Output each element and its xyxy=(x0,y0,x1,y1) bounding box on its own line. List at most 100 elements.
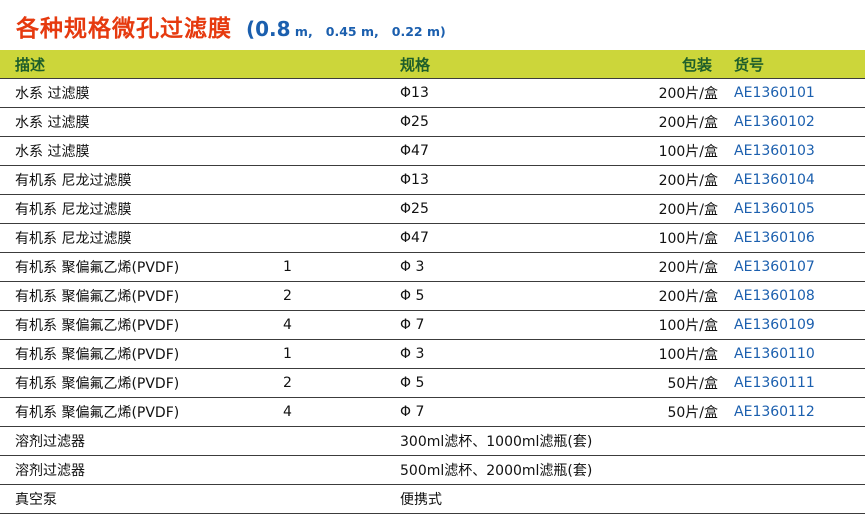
header-description: 描述 xyxy=(0,50,387,79)
cell-spec: Φ 5 xyxy=(386,368,639,398)
cell-pack xyxy=(638,455,727,485)
cell-pack: 100片/盒 xyxy=(638,310,727,340)
cell-sub xyxy=(268,223,387,253)
cell-desc: 有机系 尼龙过滤膜 xyxy=(0,194,268,224)
cell-pack xyxy=(638,484,727,514)
cell-sub xyxy=(268,165,387,195)
cell-desc: 水系 过滤膜 xyxy=(0,136,268,166)
cell-sub: 2 xyxy=(268,368,387,398)
cell-spec: Φ 7 xyxy=(386,310,639,340)
table-header-row: 描述 规格 包装 货号 xyxy=(0,50,865,79)
table-row: 真空泵 便携式 xyxy=(0,484,865,514)
cell-pack: 100片/盒 xyxy=(638,223,727,253)
cell-cat: AE1360103 xyxy=(726,136,865,166)
cell-pack: 50片/盒 xyxy=(638,368,727,398)
cell-sub xyxy=(268,484,387,514)
cell-cat: AE1360111 xyxy=(726,368,865,398)
cell-cat: AE1360108 xyxy=(726,281,865,311)
table-row: 有机系 尼龙过滤膜 Φ47 100片/盒 AE1360106 xyxy=(0,223,865,253)
cell-desc: 有机系 尼龙过滤膜 xyxy=(0,165,268,195)
table-row: 水系 过滤膜 Φ13 200片/盒 AE1360101 xyxy=(0,78,865,108)
cell-cat: AE1360107 xyxy=(726,252,865,282)
cell-cat xyxy=(726,426,865,456)
cell-pack: 200片/盒 xyxy=(638,107,727,137)
cell-sub: 4 xyxy=(268,310,387,340)
cell-spec: Φ25 xyxy=(386,194,639,224)
cell-sub: 4 xyxy=(268,397,387,427)
cell-desc: 溶剂过滤器 xyxy=(0,455,268,485)
cell-desc: 有机系 聚偏氟乙烯(PVDF) xyxy=(0,310,268,340)
cell-spec: Φ 3 xyxy=(386,252,639,282)
cell-desc: 有机系 聚偏氟乙烯(PVDF) xyxy=(0,339,268,369)
table-row: 水系 过滤膜 Φ25 200片/盒 AE1360102 xyxy=(0,107,865,137)
cell-sub: 2 xyxy=(268,281,387,311)
cell-spec: 500ml滤杯、2000ml滤瓶(套) xyxy=(386,455,639,485)
cell-cat: AE1360101 xyxy=(726,78,865,108)
cell-desc: 有机系 聚偏氟乙烯(PVDF) xyxy=(0,281,268,311)
table-row: 有机系 聚偏氟乙烯(PVDF) 4 Φ 7 100片/盒 AE1360109 xyxy=(0,310,865,340)
product-table: 描述 规格 包装 货号 水系 过滤膜 Φ13 200片/盒 AE1360101 水系 过… xyxy=(0,50,865,514)
cell-sub xyxy=(268,78,387,108)
cell-sub: 1 xyxy=(268,252,387,282)
cell-pack xyxy=(638,426,727,456)
cell-spec: Φ47 xyxy=(386,223,639,253)
cell-spec: Φ13 xyxy=(386,165,639,195)
header-catalog-no: 货号 xyxy=(726,50,865,79)
cell-desc: 有机系 聚偏氟乙烯(PVDF) xyxy=(0,397,268,427)
cell-cat: AE1360110 xyxy=(726,339,865,369)
cell-cat: AE1360105 xyxy=(726,194,865,224)
cell-sub xyxy=(268,194,387,224)
table-row: 有机系 聚偏氟乙烯(PVDF) 2 Φ 5 50片/盒 AE1360111 xyxy=(0,368,865,398)
cell-sub xyxy=(268,107,387,137)
cell-spec: Φ 3 xyxy=(386,339,639,369)
cell-sub xyxy=(268,455,387,485)
page-title: 各种规格微孔过滤膜 (0.8 m, 0.45 m, 0.22 m) xyxy=(0,0,865,50)
page-title-pore-size-lead: (0.8 xyxy=(246,17,291,41)
cell-desc: 水系 过滤膜 xyxy=(0,78,268,108)
cell-spec: Φ 5 xyxy=(386,281,639,311)
table-row: 有机系 聚偏氟乙烯(PVDF) 1 Φ 3 200片/盒 AE1360107 xyxy=(0,252,865,282)
cell-spec: Φ25 xyxy=(386,107,639,137)
cell-sub: 1 xyxy=(268,339,387,369)
cell-pack: 100片/盒 xyxy=(638,136,727,166)
table-body: 水系 过滤膜 Φ13 200片/盒 AE1360101 水系 过滤膜 Φ25 200片/盒 A… xyxy=(0,78,865,514)
cell-pack: 200片/盒 xyxy=(638,252,727,282)
cell-cat: AE1360104 xyxy=(726,165,865,195)
table-row: 溶剂过滤器 500ml滤杯、2000ml滤瓶(套) xyxy=(0,455,865,485)
cell-spec: 300ml滤杯、1000ml滤瓶(套) xyxy=(386,426,639,456)
table-row: 溶剂过滤器 300ml滤杯、1000ml滤瓶(套) xyxy=(0,426,865,456)
cell-pack: 200片/盒 xyxy=(638,165,727,195)
cell-cat: AE1360106 xyxy=(726,223,865,253)
cell-cat xyxy=(726,455,865,485)
table-row: 有机系 聚偏氟乙烯(PVDF) 4 Φ 7 50片/盒 AE1360112 xyxy=(0,397,865,427)
table-row: 有机系 聚偏氟乙烯(PVDF) 1 Φ 3 100片/盒 AE1360110 xyxy=(0,339,865,369)
cell-desc: 溶剂过滤器 xyxy=(0,426,268,456)
header-spec: 规格 xyxy=(386,50,639,79)
cell-desc: 真空泵 xyxy=(0,484,268,514)
cell-pack: 200片/盒 xyxy=(638,281,727,311)
cell-cat xyxy=(726,484,865,514)
cell-sub xyxy=(268,426,387,456)
cell-spec: Φ47 xyxy=(386,136,639,166)
page-title-pore-sizes: m, 0.45 m, 0.22 m) xyxy=(290,24,446,39)
table-row: 有机系 尼龙过滤膜 Φ13 200片/盒 AE1360104 xyxy=(0,165,865,195)
cell-pack: 50片/盒 xyxy=(638,397,727,427)
cell-spec: Φ13 xyxy=(386,78,639,108)
cell-pack: 100片/盒 xyxy=(638,339,727,369)
cell-cat: AE1360109 xyxy=(726,310,865,340)
cell-desc: 有机系 聚偏氟乙烯(PVDF) xyxy=(0,252,268,282)
table-row: 有机系 尼龙过滤膜 Φ25 200片/盒 AE1360105 xyxy=(0,194,865,224)
cell-desc: 有机系 聚偏氟乙烯(PVDF) xyxy=(0,368,268,398)
cell-desc: 水系 过滤膜 xyxy=(0,107,268,137)
cell-cat: AE1360102 xyxy=(726,107,865,137)
table-row: 有机系 聚偏氟乙烯(PVDF) 2 Φ 5 200片/盒 AE1360108 xyxy=(0,281,865,311)
table-row: 水系 过滤膜 Φ47 100片/盒 AE1360103 xyxy=(0,136,865,166)
cell-desc: 有机系 尼龙过滤膜 xyxy=(0,223,268,253)
header-packaging: 包装 xyxy=(638,50,727,79)
cell-spec: 便携式 xyxy=(386,484,639,514)
page-title-text: 各种规格微孔过滤膜 xyxy=(16,16,232,42)
cell-sub xyxy=(268,136,387,166)
cell-spec: Φ 7 xyxy=(386,397,639,427)
cell-pack: 200片/盒 xyxy=(638,78,727,108)
